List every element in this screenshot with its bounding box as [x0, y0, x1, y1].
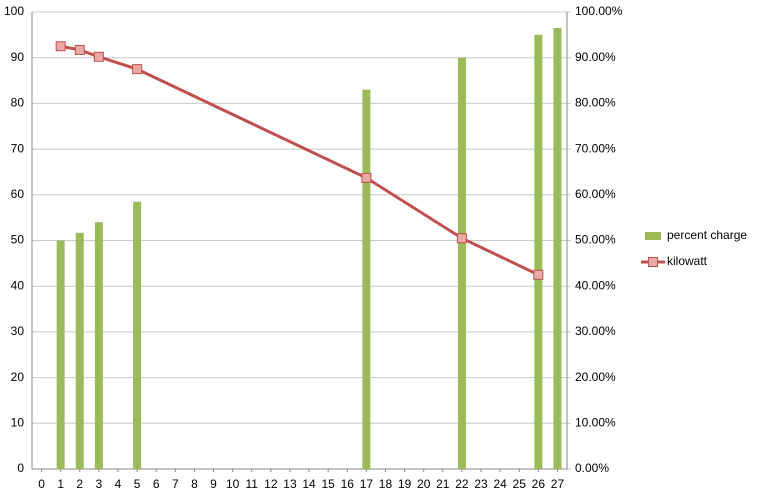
x-tick-label: 18: [379, 477, 393, 491]
x-tick-label: 14: [302, 477, 316, 491]
y-tick-label: 0: [17, 461, 24, 475]
x-tick-label: 10: [226, 477, 240, 491]
x-tick-label: 8: [191, 477, 198, 491]
bar: [75, 232, 84, 469]
y-tick-label: 90: [11, 50, 25, 64]
legend-label: percent charge: [667, 228, 747, 242]
y2-tick-label: 70.00%: [575, 141, 616, 155]
bar: [553, 27, 562, 470]
x-tick-label: 22: [455, 477, 469, 491]
y-tick-label: 50: [11, 233, 25, 247]
x-tick-label: 0: [38, 477, 45, 491]
line-marker: [93, 51, 104, 62]
line-marker: [55, 41, 66, 52]
y-tick-label: 100: [4, 4, 24, 18]
x-tick-label: 23: [474, 477, 488, 491]
x-tick-label: 21: [436, 477, 450, 491]
y2-tick-label: 80.00%: [575, 96, 616, 110]
y-tick-label: 10: [11, 415, 25, 429]
y2-tick-label: 30.00%: [575, 324, 616, 338]
x-tick-label: 25: [513, 477, 527, 491]
y-tick-label: 40: [11, 278, 25, 292]
x-tick-label: 7: [172, 477, 179, 491]
y2-tick-label: 60.00%: [575, 187, 616, 201]
bar: [534, 34, 543, 469]
x-tick-label: 13: [283, 477, 297, 491]
y-tick-label: 60: [11, 187, 25, 201]
x-tick-label: 16: [341, 477, 355, 491]
x-tick-label: 3: [96, 477, 103, 491]
bar: [94, 222, 103, 469]
y2-tick-label: 40.00%: [575, 278, 616, 292]
line-marker: [132, 64, 143, 75]
line-marker: [456, 233, 467, 244]
x-tick-label: 2: [76, 477, 83, 491]
legend-label: kilowatt: [667, 254, 708, 268]
x-tick-label: 20: [417, 477, 431, 491]
y2-tick-label: 20.00%: [575, 370, 616, 384]
x-tick-label: 12: [264, 477, 278, 491]
legend-swatch: [648, 257, 658, 267]
y2-tick-label: 10.00%: [575, 415, 616, 429]
x-tick-label: 27: [551, 477, 565, 491]
x-tick-label: 19: [398, 477, 412, 491]
x-tick-label: 17: [360, 477, 374, 491]
x-tick-label: 26: [532, 477, 546, 491]
x-tick-label: 24: [493, 477, 507, 491]
line-marker: [533, 269, 544, 280]
legend-swatch: [645, 232, 661, 240]
x-tick-label: 11: [245, 477, 258, 491]
bar: [133, 201, 142, 469]
x-tick-label: 9: [210, 477, 217, 491]
x-tick-label: 4: [115, 477, 122, 491]
y2-tick-label: 90.00%: [575, 50, 616, 64]
y2-tick-label: 100.00%: [575, 4, 623, 18]
x-tick-label: 5: [134, 477, 141, 491]
x-tick-label: 6: [153, 477, 160, 491]
x-tick-label: 1: [57, 477, 64, 491]
line-marker: [74, 44, 85, 55]
x-tick-label: 15: [321, 477, 335, 491]
y2-tick-label: 0.00%: [575, 461, 609, 475]
y2-tick-label: 50.00%: [575, 233, 616, 247]
line-marker: [361, 172, 372, 183]
y-tick-label: 80: [11, 96, 25, 110]
y-tick-label: 30: [11, 324, 25, 338]
bar: [457, 57, 466, 469]
y-tick-label: 20: [11, 370, 25, 384]
bar: [56, 240, 65, 469]
y-tick-label: 70: [11, 141, 25, 155]
bar: [362, 89, 371, 469]
